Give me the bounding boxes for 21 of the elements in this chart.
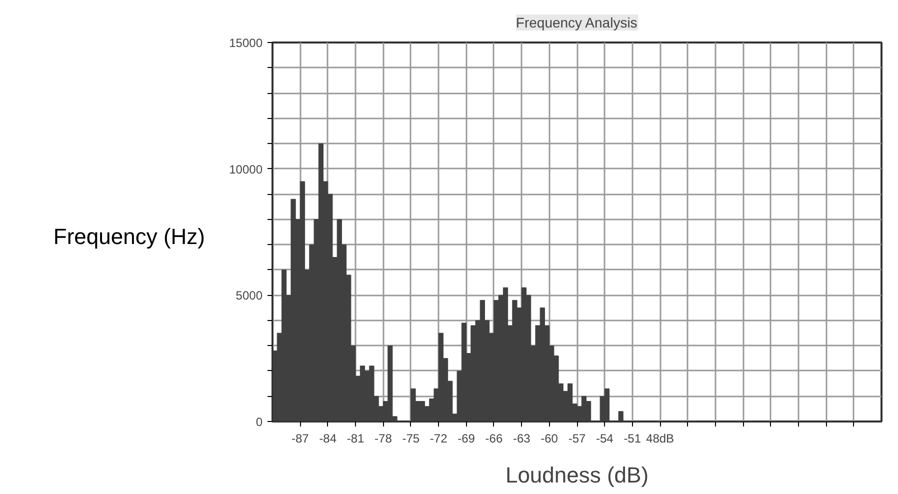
x-tick-label: -66	[485, 432, 503, 446]
x-tick-label: -63	[512, 432, 531, 446]
x-tick-label: -51	[624, 432, 642, 446]
chart-title: Frequency Analysis	[516, 14, 638, 30]
x-tick-label: -60	[540, 432, 558, 446]
x-tick-label: -72	[430, 432, 448, 446]
x-tick-label: -75	[402, 432, 420, 446]
x-tick-label: -54	[596, 432, 614, 446]
x-tick-label: -69	[458, 432, 476, 446]
x-tick-label: 48dB	[646, 432, 674, 446]
x-tick-label: -78	[374, 432, 392, 446]
x-axis-title: Loudness (dB)	[505, 462, 649, 488]
y-tick-label: 10000	[229, 162, 263, 176]
y-axis-title: Frequency (Hz)	[53, 223, 205, 251]
x-tick-label: -84	[319, 432, 337, 446]
x-tick-label: -81	[346, 432, 365, 446]
x-tick-label: -57	[568, 432, 586, 446]
y-tick-label: 5000	[236, 288, 263, 303]
y-tick-label: 15000	[229, 36, 263, 50]
x-tick-label: -87	[292, 432, 310, 446]
y-tick-label: 0	[256, 415, 263, 429]
